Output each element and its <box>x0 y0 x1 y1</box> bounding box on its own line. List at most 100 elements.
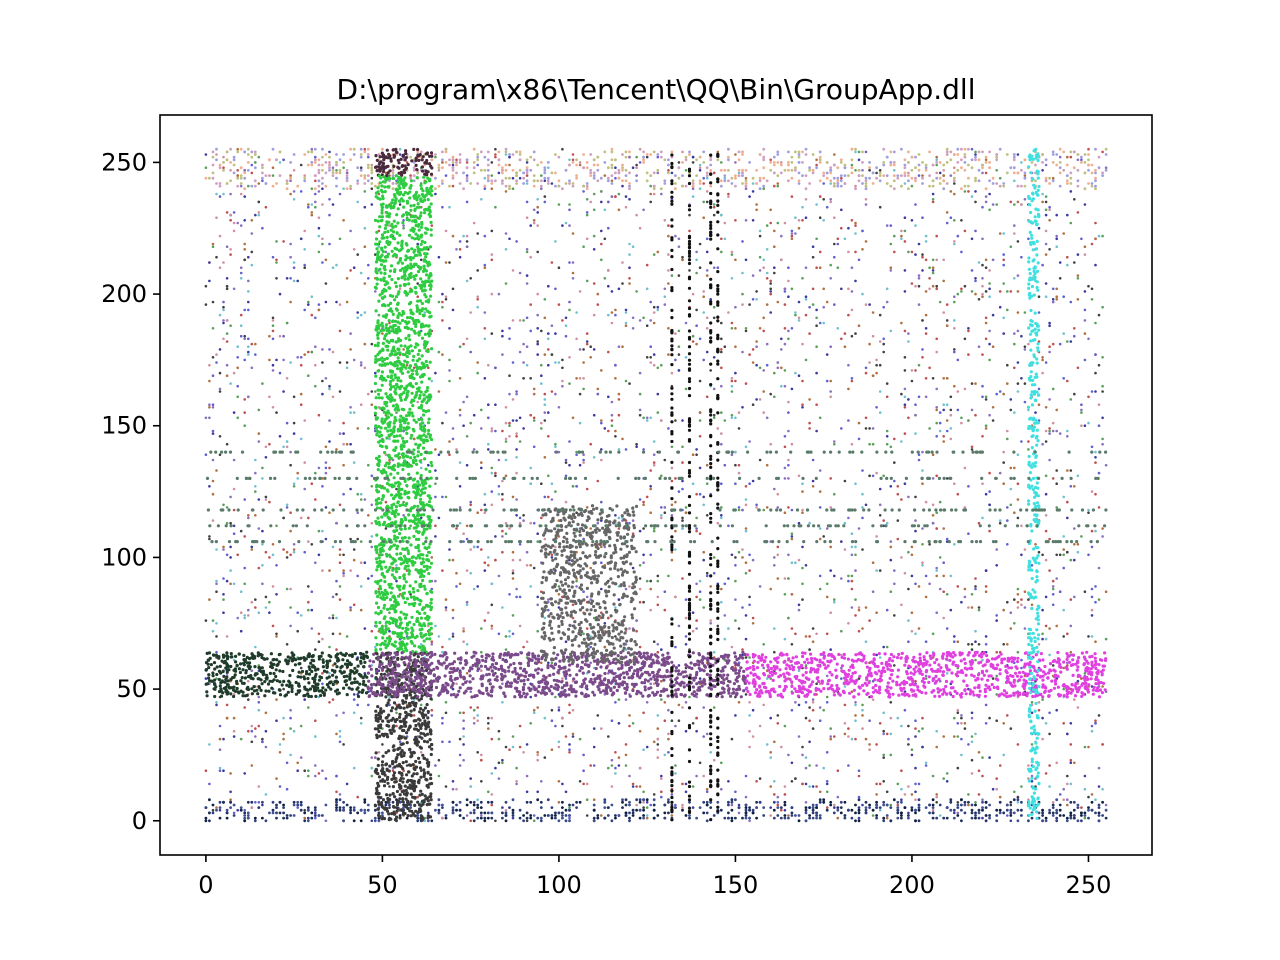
data-point <box>1023 382 1027 385</box>
data-point <box>889 732 893 736</box>
data-point <box>737 471 741 475</box>
data-point <box>497 574 501 578</box>
data-point <box>631 782 635 786</box>
data-point <box>945 627 949 630</box>
data-point <box>483 184 487 188</box>
data-point <box>712 706 716 709</box>
data-point <box>850 219 854 222</box>
data-point <box>253 153 257 156</box>
data-point <box>437 166 441 170</box>
data-point <box>953 635 956 638</box>
data-point <box>797 316 801 320</box>
data-point <box>691 629 695 633</box>
data-point <box>730 416 734 420</box>
data-point <box>917 284 921 288</box>
data-point <box>822 766 825 770</box>
data-point <box>1083 171 1087 175</box>
data-point <box>825 300 829 304</box>
data-point <box>988 413 991 417</box>
data-point <box>518 440 522 443</box>
data-point <box>299 516 303 520</box>
data-point <box>243 308 246 312</box>
data-point <box>592 234 596 238</box>
data-point <box>243 424 246 428</box>
data-point <box>571 708 575 712</box>
data-point <box>480 627 483 630</box>
data-point <box>614 158 617 162</box>
data-point <box>518 319 522 322</box>
data-point <box>804 756 808 759</box>
data-point <box>370 766 374 770</box>
data-point <box>861 161 864 164</box>
data-point <box>222 166 225 169</box>
data-point <box>935 406 938 409</box>
data-point <box>960 287 963 291</box>
data-point <box>822 321 825 325</box>
data-point <box>988 192 991 196</box>
data-point <box>998 521 1002 525</box>
data-point <box>600 727 603 730</box>
data-point <box>476 585 480 588</box>
data-point <box>720 787 723 791</box>
data-point <box>861 150 864 154</box>
data-point <box>254 353 257 356</box>
data-point <box>967 163 970 167</box>
data-point <box>571 158 575 162</box>
data-point <box>1041 263 1044 267</box>
data-point <box>910 545 914 549</box>
data-point <box>1097 785 1101 788</box>
data-point <box>282 158 285 162</box>
data-point <box>278 292 282 296</box>
data-point <box>310 350 314 354</box>
data-point <box>441 716 444 720</box>
data-point <box>875 793 878 796</box>
data-point <box>868 169 871 172</box>
data-point <box>857 158 861 162</box>
data-point <box>285 377 289 380</box>
data-point <box>744 503 748 507</box>
data-point <box>289 624 292 628</box>
data-point <box>225 635 229 638</box>
data-point <box>864 179 868 183</box>
data-point <box>960 737 963 741</box>
data-point <box>984 703 988 707</box>
data-point <box>681 706 684 709</box>
data-point <box>518 158 522 162</box>
data-point <box>264 793 268 796</box>
data-point <box>557 593 561 596</box>
data-point <box>367 514 370 517</box>
data-point <box>589 442 592 446</box>
data-point <box>540 187 543 190</box>
data-point <box>285 440 289 443</box>
data-point <box>575 550 578 554</box>
data-point <box>681 519 684 522</box>
data-point <box>970 758 974 762</box>
data-point <box>748 353 751 356</box>
data-point <box>328 166 331 170</box>
data-point <box>977 158 981 162</box>
data-point <box>642 161 645 164</box>
data-point <box>504 282 508 285</box>
data-point <box>903 171 907 175</box>
data-point <box>861 727 864 730</box>
data-point <box>924 332 928 335</box>
data-point <box>649 587 652 591</box>
data-point <box>942 377 945 380</box>
data-point <box>511 577 515 580</box>
data-point <box>744 382 748 385</box>
data-point <box>638 498 642 501</box>
data-point <box>518 521 522 525</box>
data-point <box>900 321 903 325</box>
data-point <box>734 371 737 375</box>
data-point <box>215 656 218 659</box>
data-point <box>762 258 765 262</box>
data-point <box>1055 482 1058 486</box>
data-point <box>345 366 349 370</box>
data-point <box>472 147 476 151</box>
data-point <box>843 174 847 178</box>
data-point <box>984 316 988 320</box>
data-point <box>698 155 702 159</box>
data-point <box>945 419 949 422</box>
data-point <box>603 174 607 177</box>
data-point <box>296 184 300 188</box>
